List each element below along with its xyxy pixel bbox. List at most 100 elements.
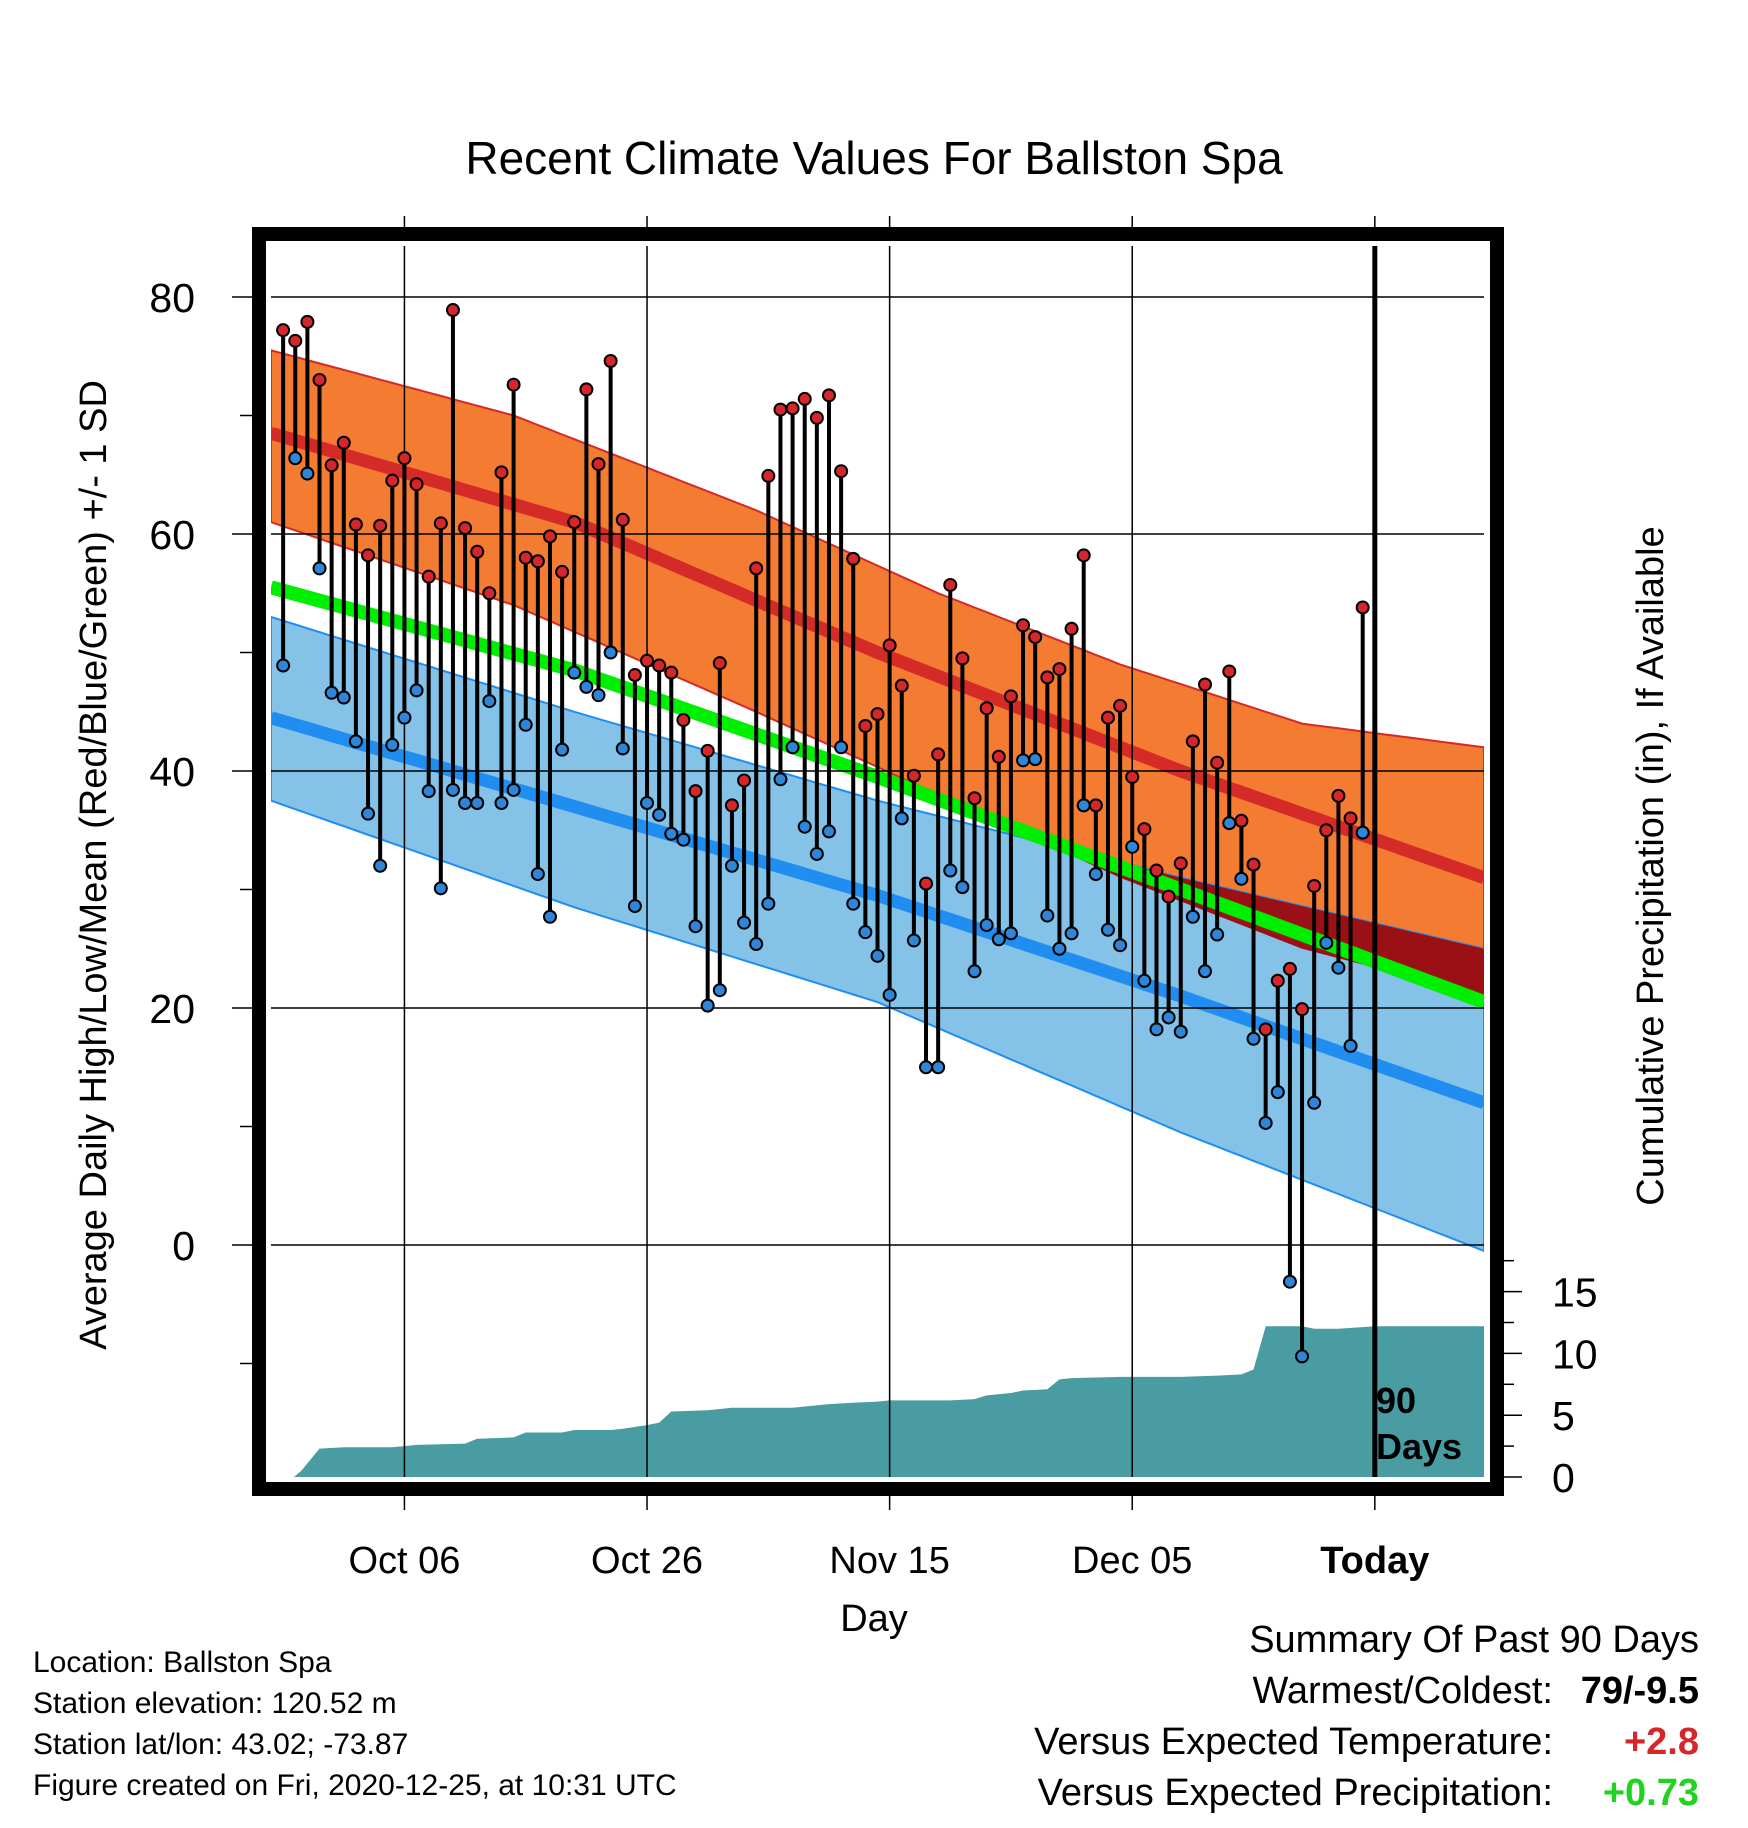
high-point [785, 401, 800, 416]
high-point [567, 515, 582, 530]
high-point [1113, 698, 1128, 713]
high-point [591, 457, 606, 472]
high-point [1125, 769, 1140, 784]
high-point [1282, 961, 1297, 976]
low-point [712, 983, 727, 998]
low-point [882, 987, 897, 1002]
low-point [603, 645, 618, 660]
low-point [906, 933, 921, 948]
high-point [409, 477, 424, 492]
low-point [858, 925, 873, 940]
high-point [312, 372, 327, 387]
high-point [1185, 734, 1200, 749]
high-point [579, 382, 594, 397]
high-point [1222, 664, 1237, 679]
high-point [943, 577, 958, 592]
low-point [482, 694, 497, 709]
precip-departure-value: +0.73 [1602, 1772, 1699, 1814]
figure-created: Figure created on Fri, 2020-12-25, at 10… [33, 1769, 677, 1802]
high-point [664, 665, 679, 680]
low-point [967, 964, 982, 979]
low-point [724, 858, 739, 873]
high-point [1028, 630, 1043, 645]
high-point [518, 550, 533, 565]
station-elevation: Station elevation: 120.52 m [33, 1687, 397, 1720]
low-point [979, 918, 994, 933]
high-point [482, 586, 497, 601]
low-point [312, 561, 327, 576]
low-point [1234, 871, 1249, 886]
low-point [579, 679, 594, 694]
low-point [1028, 752, 1043, 767]
high-point [421, 569, 436, 584]
high-point [324, 458, 339, 473]
high-point [348, 517, 363, 532]
high-point [1331, 788, 1346, 803]
low-point [1331, 960, 1346, 975]
high-point [300, 314, 315, 329]
low-point [1198, 964, 1213, 979]
high-point [882, 638, 897, 653]
low-point [458, 795, 473, 810]
high-point [373, 518, 388, 533]
high-point [470, 544, 485, 559]
low-point [1100, 922, 1115, 937]
high-point [894, 678, 909, 693]
low-point [567, 665, 582, 680]
low-point [397, 710, 412, 725]
high-point [530, 554, 545, 569]
high-point [906, 768, 921, 783]
summary-heading: Summary Of Past 90 Days [1249, 1619, 1699, 1661]
high-point [737, 773, 752, 788]
high-point [1100, 710, 1115, 725]
low-point [1064, 926, 1079, 941]
high-point [640, 653, 655, 668]
high-point [1234, 813, 1249, 828]
summary-precip-row: Versus Expected Precipitation: +0.73 [1034, 1768, 1699, 1819]
low-point [797, 819, 812, 834]
high-point [615, 512, 630, 527]
high-point [1016, 618, 1031, 633]
low-point [785, 740, 800, 755]
low-point [373, 858, 388, 873]
low-point [1355, 825, 1370, 840]
low-point [1258, 1115, 1273, 1130]
precip-departure-label: Versus Expected Precipitation: [1037, 1772, 1553, 1814]
high-point [276, 323, 291, 338]
x-tick-label: Oct 26 [591, 1540, 703, 1582]
low-point [773, 772, 788, 787]
y2-tick-label: 0 [1552, 1455, 1575, 1501]
low-point [615, 741, 630, 756]
low-point [943, 863, 958, 878]
low-point [385, 737, 400, 752]
high-point [361, 548, 376, 563]
high-point [288, 333, 303, 348]
low-point [1125, 839, 1140, 854]
summary-warm-cold-row: Warmest/Coldest: 79/-9.5 [1034, 1666, 1699, 1717]
daily-observations [276, 303, 1370, 1364]
y-tick-label: 0 [172, 1223, 195, 1269]
low-point [1282, 1274, 1297, 1289]
warm-cold-label: Warmest/Coldest: [1252, 1670, 1553, 1712]
x-tick-label: Dec 05 [1072, 1540, 1192, 1582]
station-location: Location: Ballston Spa [33, 1646, 332, 1679]
low-point [894, 811, 909, 826]
high-point [821, 388, 836, 403]
high-point [652, 658, 667, 673]
high-point [445, 303, 460, 318]
high-point [506, 377, 521, 392]
low-point [1040, 908, 1055, 923]
low-point [361, 806, 376, 821]
plot-frame [232, 216, 1522, 1510]
high-point [627, 668, 642, 683]
low-point [1161, 1010, 1176, 1025]
high-point [834, 464, 849, 479]
high-point [700, 743, 715, 758]
high-point [955, 651, 970, 666]
high-point [1343, 811, 1358, 826]
low-point [348, 734, 363, 749]
high-point [688, 784, 703, 799]
high-point [1198, 677, 1213, 692]
low-point [749, 937, 764, 952]
low-point [737, 915, 752, 930]
